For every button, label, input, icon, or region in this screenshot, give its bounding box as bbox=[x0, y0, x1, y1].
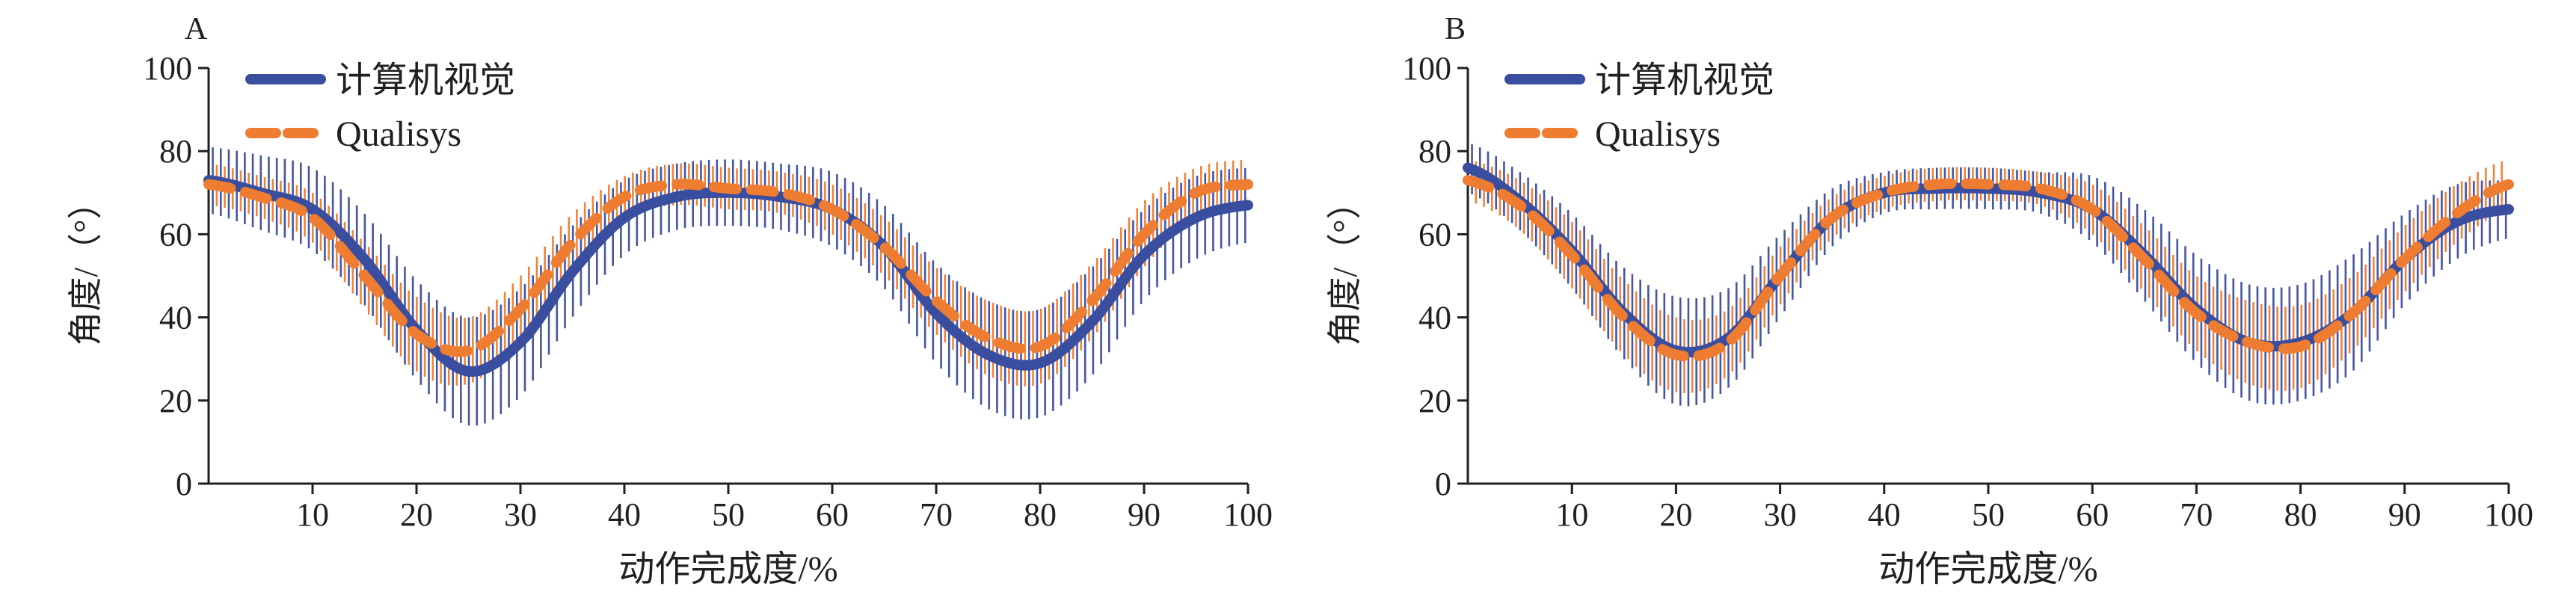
x-axis-title: 动作完成度/% bbox=[618, 549, 837, 589]
y-tick-label: 100 bbox=[143, 50, 192, 87]
x-tick-label: 30 bbox=[504, 496, 537, 533]
y-axis-title: 角度/（°） bbox=[67, 185, 105, 345]
x-tick-label: 70 bbox=[2180, 496, 2213, 533]
x-tick-label: 50 bbox=[712, 496, 745, 533]
panel-label: A bbox=[185, 12, 208, 46]
x-tick-label: 10 bbox=[296, 496, 329, 533]
x-tick-label: 20 bbox=[400, 496, 433, 533]
x-tick-label: 70 bbox=[920, 496, 953, 533]
y-axis-title: 角度/（°） bbox=[1326, 185, 1364, 345]
legend-label: Qualisys bbox=[1595, 114, 1721, 154]
y-tick-label: 20 bbox=[159, 383, 192, 419]
x-tick-label: 40 bbox=[1868, 496, 1901, 533]
y-tick-label: 100 bbox=[1402, 50, 1451, 87]
x-tick-label: 100 bbox=[2484, 496, 2533, 533]
y-tick-label: 60 bbox=[1418, 216, 1451, 253]
x-tick-label: 80 bbox=[1024, 496, 1057, 533]
y-tick-label: 0 bbox=[1435, 466, 1451, 502]
x-axis-title: 动作完成度/% bbox=[1878, 549, 2097, 589]
legend: 计算机视觉 Qualisys bbox=[245, 61, 515, 154]
x-tick-label: 100 bbox=[1223, 496, 1273, 533]
x-tick-label: 60 bbox=[2076, 496, 2109, 533]
y-tick-label: 0 bbox=[176, 466, 192, 502]
series-line-qualisys bbox=[203, 179, 1253, 357]
legend-label: 计算机视觉 bbox=[1595, 61, 1774, 100]
x-tick-label: 40 bbox=[608, 496, 641, 533]
legend: 计算机视觉 Qualisys bbox=[1504, 61, 1774, 154]
y-tick-label: 60 bbox=[159, 216, 192, 253]
chart-panel-a: A 0 20 40 60 80 100 10 20 30 40 50 60 70 80 90 100 动作完成度/… bbox=[67, 12, 1273, 589]
chart-panel-b: B 0 20 40 60 80 100 10 20 30 40 50 60 70 80 90 100 动作完成度/… bbox=[1326, 12, 2533, 589]
x-tick-label: 90 bbox=[2388, 496, 2421, 533]
y-tick-label: 40 bbox=[1418, 300, 1451, 336]
x-tick-label: 10 bbox=[1555, 496, 1588, 533]
y-tick-label: 40 bbox=[159, 300, 192, 336]
error-bars-qualisys bbox=[1475, 161, 2503, 393]
y-tick-label: 80 bbox=[1418, 133, 1451, 170]
x-tick-label: 30 bbox=[1764, 496, 1797, 533]
x-tick-label: 50 bbox=[1972, 496, 2005, 533]
legend-label: 计算机视觉 bbox=[336, 61, 515, 100]
legend-label: Qualisys bbox=[336, 114, 461, 154]
panel-label: B bbox=[1445, 12, 1466, 46]
y-tick-label: 20 bbox=[1418, 383, 1451, 419]
series-line-qualisys bbox=[1463, 175, 2514, 362]
x-tick-label: 80 bbox=[2284, 496, 2317, 533]
x-tick-label: 60 bbox=[816, 496, 849, 533]
y-tick-label: 80 bbox=[159, 133, 192, 170]
x-tick-label: 20 bbox=[1659, 496, 1692, 533]
x-tick-label: 90 bbox=[1128, 496, 1161, 533]
